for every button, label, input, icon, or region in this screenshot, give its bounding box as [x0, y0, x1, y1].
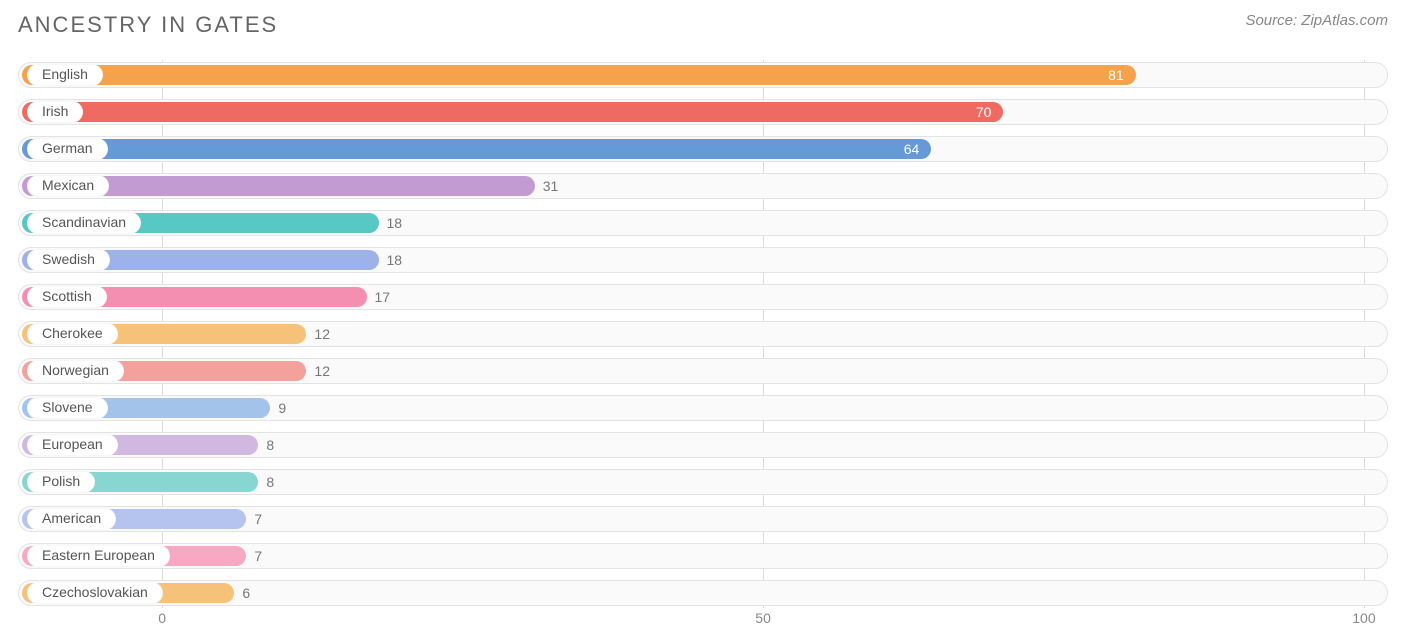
bar-row: German 64	[18, 134, 1388, 164]
value-label: 64	[904, 141, 920, 157]
axis-tick: 100	[1352, 610, 1375, 626]
category-pill: English	[27, 64, 103, 86]
bar-fill	[22, 102, 1003, 122]
axis-tick: 0	[158, 610, 166, 626]
bar-row: Cherokee 12	[18, 319, 1388, 349]
bar-fill	[22, 139, 931, 159]
category-pill: Scandinavian	[27, 212, 141, 234]
bar-row: Polish 8	[18, 467, 1388, 497]
chart-header: ANCESTRY IN GATES Source: ZipAtlas.com	[18, 12, 1388, 38]
category-pill: Cherokee	[27, 323, 118, 345]
bar-row: Eastern European 7	[18, 541, 1388, 571]
category-pill: American	[27, 508, 116, 530]
value-label: 6	[242, 585, 250, 601]
bar-row: Scandinavian 18	[18, 208, 1388, 238]
value-label: 31	[543, 178, 559, 194]
bar-row: Scottish 17	[18, 282, 1388, 312]
bar-row: Czechoslovakian 6	[18, 578, 1388, 608]
value-label: 18	[387, 215, 403, 231]
plot-area: English 81 Irish 70 German 64 Mexican 31 Scandin…	[18, 60, 1388, 608]
bar-row: Mexican 31	[18, 171, 1388, 201]
axis-tick: 50	[755, 610, 771, 626]
value-label: 70	[976, 104, 992, 120]
category-pill: Swedish	[27, 249, 110, 271]
category-pill: Slovene	[27, 397, 108, 419]
category-pill: European	[27, 434, 118, 456]
bar-row: Irish 70	[18, 97, 1388, 127]
category-pill: Irish	[27, 101, 83, 123]
value-label: 12	[314, 363, 330, 379]
category-pill: Czechoslovakian	[27, 582, 163, 604]
bar-row: European 8	[18, 430, 1388, 460]
category-pill: Norwegian	[27, 360, 124, 382]
value-label: 8	[266, 474, 274, 490]
bar-row: American 7	[18, 504, 1388, 534]
value-label: 7	[254, 511, 262, 527]
category-pill: German	[27, 138, 108, 160]
category-pill: Eastern European	[27, 545, 170, 567]
chart-title: ANCESTRY IN GATES	[18, 12, 278, 38]
value-label: 8	[266, 437, 274, 453]
bar-fill	[22, 65, 1136, 85]
bar-row: Slovene 9	[18, 393, 1388, 423]
category-pill: Scottish	[27, 286, 107, 308]
bar-row: Norwegian 12	[18, 356, 1388, 386]
bar-row: English 81	[18, 60, 1388, 90]
value-label: 12	[314, 326, 330, 342]
x-axis: 0 50 100	[18, 608, 1388, 632]
bar-row: Swedish 18	[18, 245, 1388, 275]
value-label: 18	[387, 252, 403, 268]
value-label: 7	[254, 548, 262, 564]
chart-source: Source: ZipAtlas.com	[1245, 12, 1388, 29]
value-label: 81	[1108, 67, 1124, 83]
value-label: 17	[375, 289, 391, 305]
chart-container: ANCESTRY IN GATES Source: ZipAtlas.com E…	[0, 0, 1406, 644]
category-pill: Mexican	[27, 175, 109, 197]
category-pill: Polish	[27, 471, 95, 493]
value-label: 9	[278, 400, 286, 416]
